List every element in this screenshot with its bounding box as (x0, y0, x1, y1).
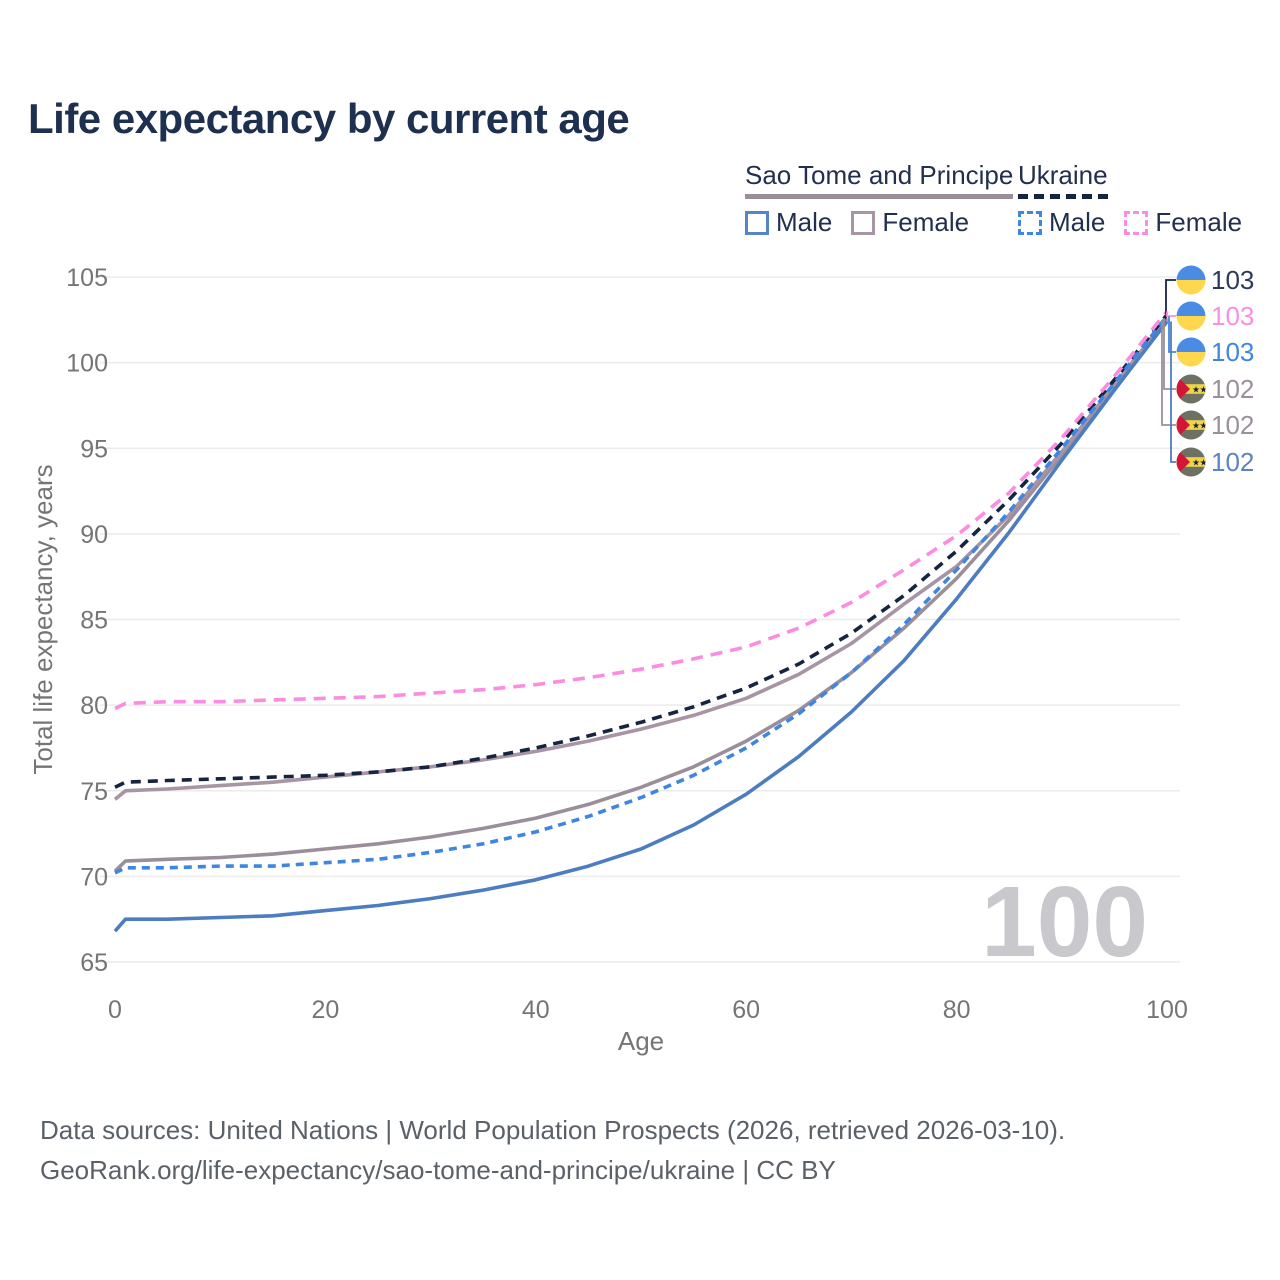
end-label-value: 102 (1211, 447, 1254, 477)
x-tick-label: 40 (522, 996, 550, 1024)
flag-ukraine-icon (1176, 301, 1206, 331)
flag-ukraine-icon (1176, 265, 1206, 295)
stp-female-swatch-icon (851, 210, 876, 235)
y-tick-label: 85 (80, 607, 108, 635)
flag-sao-tome-and-principe-icon: ★ ★ (1176, 410, 1208, 440)
x-tick-label: 100 (1146, 996, 1188, 1024)
legend-item-ukr-female[interactable]: Female (1124, 207, 1242, 238)
legend-country-sao-tome-and-principe[interactable]: Sao Tome and Principe (745, 160, 1014, 199)
end-label-value: 103 (1211, 265, 1254, 295)
end-label-value: 102 (1211, 410, 1254, 440)
y-tick-label: 90 (80, 521, 108, 549)
footer: Data sources: United Nations | World Pop… (40, 1110, 1065, 1190)
y-tick-label: 95 (80, 435, 108, 463)
data-sources-line: Data sources: United Nations | World Pop… (40, 1115, 1066, 1145)
legend-country-ukraine[interactable]: Ukraine (1018, 160, 1108, 199)
chart-title: Life expectancy by current age (28, 95, 630, 142)
series-line-sao-tome-and-principe-both-sexes[interactable] (113, 318, 1169, 873)
series-line-ukraine-both-sexes[interactable] (114, 313, 1169, 789)
age-hover-indicator: 100 (981, 866, 1148, 978)
y-axis-title: Total life expectancy, years (28, 464, 58, 774)
star-icon: ★ (1192, 458, 1200, 468)
legend-group-ukraine: Ukraine Male Female (1018, 160, 1261, 238)
flag-ukraine-icon (1176, 337, 1206, 367)
legend-item-stp-female[interactable]: Female (851, 207, 969, 238)
x-tick-label: 20 (311, 996, 339, 1024)
y-tick-label: 80 (80, 692, 108, 720)
series-line-ukraine-male[interactable] (114, 315, 1169, 875)
ukraine-male-swatch-icon (1018, 210, 1042, 235)
end-label-value: 102 (1211, 374, 1254, 404)
x-tick-label: 0 (108, 996, 122, 1024)
legend-label-stp-male: Male (776, 207, 833, 237)
legend-label-ukr-female: Female (1155, 207, 1243, 237)
series-line-sao-tome-and-principe-female[interactable] (113, 316, 1169, 801)
leader-line (1163, 318, 1176, 390)
y-tick-label: 65 (80, 949, 108, 977)
axis-tick-labels: 65 70 75 80 85 90 95 100 105 0 20 40 60 80 100 Age Total… (28, 264, 1188, 1056)
star-icon: ★ (1200, 421, 1208, 431)
stp-male-swatch-icon (745, 210, 769, 235)
y-tick-label: 75 (80, 778, 108, 806)
series-lines (113, 310, 1169, 933)
flag-sao-tome-and-principe-icon: ★ ★ (1176, 374, 1208, 404)
legend-label-stp-female: Female (882, 207, 970, 237)
end-label-value: 103 (1211, 337, 1254, 367)
legend-group-sao-tome-and-principe: Sao Tome and Principe Male Female (745, 160, 1014, 238)
y-tick-label: 100 (66, 350, 108, 378)
legend-row: Male Female (745, 207, 1013, 238)
y-tick-label: 70 (80, 863, 108, 891)
series-line-ukraine-female[interactable] (114, 310, 1169, 711)
flag-sao-tome-and-principe-icon: ★ ★ (1176, 447, 1208, 477)
x-axis-title: Age (618, 1026, 664, 1056)
x-tick-label: 60 (732, 996, 760, 1024)
leader-line (1170, 321, 1176, 463)
attribution-line: GeoRank.org/life-expectancy/sao-tome-and… (40, 1155, 836, 1185)
legend-label-ukr-male: Male (1049, 207, 1106, 237)
gridlines (100, 276, 1180, 963)
x-tick-label: 80 (943, 996, 971, 1024)
y-tick-label: 105 (66, 264, 108, 292)
legend-item-stp-male[interactable]: Male (745, 207, 832, 238)
star-icon: ★ (1192, 385, 1200, 395)
star-icon: ★ (1200, 458, 1208, 468)
leader-line (1165, 279, 1176, 315)
leader-line (1166, 311, 1176, 317)
series-line-sao-tome-and-principe-male[interactable] (113, 320, 1169, 933)
legend-item-ukr-male[interactable]: Male (1018, 207, 1105, 238)
star-icon: ★ (1192, 421, 1200, 431)
legend-row: Male Female (1018, 207, 1261, 238)
star-icon: ★ (1200, 385, 1208, 395)
ukraine-female-swatch-icon (1124, 210, 1149, 235)
end-label-value: 103 (1211, 301, 1254, 331)
leader-line (1168, 316, 1176, 353)
